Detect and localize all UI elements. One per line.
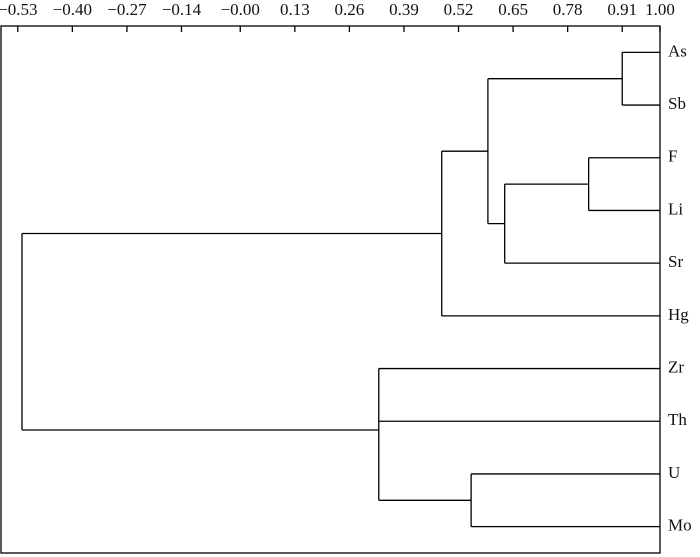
leaf-label: Sr [668,252,683,271]
x-tick-label: 0.13 [280,0,310,19]
leaf-label: Hg [668,305,689,324]
leaf-label: U [668,463,680,482]
leaf-label: Li [668,199,683,218]
x-tick-label: 0.65 [498,0,528,19]
leaf-label: Zr [668,357,684,376]
x-tick-label: −0.14 [162,0,202,19]
x-tick-label: 0.52 [444,0,474,19]
leaf-label: Mo [668,516,692,535]
leaf-label: Th [668,410,687,429]
x-tick-label: −0.00 [221,0,260,19]
x-tick-label: 0.78 [553,0,583,19]
x-tick-label: −0.27 [107,0,147,19]
x-tick-label: −0.40 [53,0,92,19]
x-tick-label: 0.39 [389,0,419,19]
x-tick-label: 1.00 [645,0,675,19]
x-tick-label: 0.91 [607,0,637,19]
leaf-label: Sb [668,94,686,113]
leaf-label: As [668,41,687,60]
x-tick-label: −0.53 [0,0,37,19]
x-tick-label: 0.26 [335,0,365,19]
leaf-label: F [668,147,677,166]
plot-frame [0,25,661,554]
